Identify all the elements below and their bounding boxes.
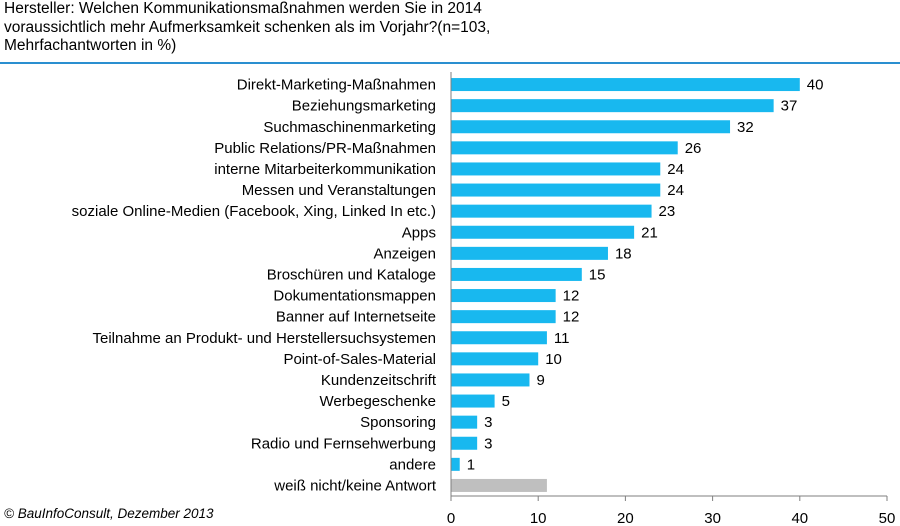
category-label: Kundenzeitschrift [321,372,437,389]
bar [451,225,635,239]
data-label: 26 [685,140,702,157]
x-tick-label: 30 [704,510,721,526]
bar [451,436,478,450]
data-label: 3 [484,435,492,452]
data-label: 15 [589,266,606,283]
bar [451,457,460,471]
category-label: Banner auf Internetseite [276,309,436,326]
data-label: 10 [545,351,562,368]
source-credit: © BauInfoConsult, Dezember 2013 [4,506,214,521]
category-label: weiß nicht/keine Antwort [273,477,437,494]
x-tick-label: 0 [447,510,455,526]
category-label: Broschüren und Kataloge [267,266,436,283]
data-label: 40 [807,77,824,94]
data-label: 11 [554,330,570,347]
bar [451,246,608,260]
category-label: Beziehungsmarketing [292,98,436,115]
x-tick-label: 10 [530,510,547,526]
data-label: 24 [667,161,684,178]
category-label: Messen und Veranstaltungen [242,182,436,199]
data-label: 9 [536,372,544,389]
data-label: 21 [641,224,658,241]
data-label: 12 [563,288,580,305]
bar [451,478,547,492]
data-label: 5 [502,393,510,410]
chart-title: Hersteller: Welchen Kommunikationsmaßnah… [4,0,491,54]
data-label: 24 [667,182,684,199]
category-label: Radio und Fernsehwerbung [251,435,436,452]
bar [451,141,678,155]
data-label: 23 [659,203,676,220]
category-label: Sponsoring [360,414,436,431]
bar [451,394,495,408]
title-divider [0,62,900,64]
bar [451,331,547,345]
bar [451,78,800,92]
category-label: Direkt-Marketing-Maßnahmen [237,77,436,94]
category-label: andere [389,456,436,473]
category-label: soziale Online-Medien (Facebook, Xing, L… [72,203,436,220]
category-label: Point-of-Sales-Material [283,351,436,368]
category-label: Apps [402,224,436,241]
data-label: 18 [615,245,632,262]
x-tick-label: 20 [617,510,634,526]
category-label: Anzeigen [373,245,436,262]
bar [451,310,556,324]
x-tick-label: 40 [791,510,808,526]
data-label: 3 [484,414,492,431]
bar [451,415,478,429]
category-label: interne Mitarbeiterkommunikation [214,161,436,178]
category-label: Suchmaschinenmarketing [263,119,436,136]
bar [451,99,774,113]
x-tick-label: 50 [879,510,896,526]
data-label: 37 [781,98,798,115]
bar [451,373,530,387]
category-label: Public Relations/PR-Maßnahmen [214,140,436,157]
bar [451,120,731,134]
bar [451,183,661,197]
category-label: Teilnahme an Produkt- und Herstellersuch… [93,330,437,347]
category-label: Dokumentationsmappen [273,288,436,305]
category-label: Werbegeschenke [320,393,436,410]
bar [451,162,661,176]
bar [451,289,556,303]
bar [451,204,652,218]
bar [451,267,582,281]
data-label: 32 [737,119,754,136]
data-label: 1 [467,456,475,473]
data-label: 12 [563,309,580,326]
bar [451,352,539,366]
